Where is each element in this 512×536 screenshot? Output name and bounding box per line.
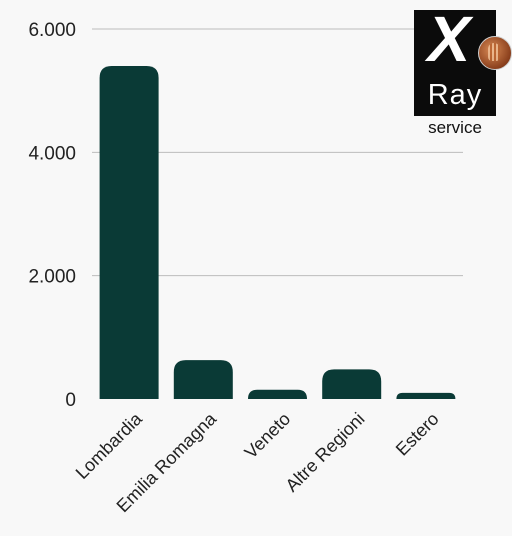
hand-icon: [478, 36, 512, 70]
xray-service-logo: X Ray: [414, 4, 496, 116]
y-tick-label: 2.000: [28, 267, 76, 288]
x-category-label: Altre Regioni: [282, 409, 369, 496]
x-category-label: Estero: [392, 409, 443, 460]
bar-emilia-romagna: [173, 360, 233, 399]
bar-estero: [396, 392, 456, 399]
logo-x-mark: X: [427, 3, 471, 75]
logo-service-word: service: [428, 118, 482, 137]
bar-lombardia: [99, 66, 159, 399]
x-category-label: Veneto: [241, 409, 295, 463]
logo-ray-word: Ray: [427, 79, 483, 111]
bar-altre-regioni: [322, 369, 382, 399]
y-axis-tick-labels: 0 2.000 4.000 6.000: [28, 20, 76, 411]
y-tick-label: 4.000: [28, 143, 76, 164]
y-tick-label: 6.000: [28, 20, 76, 41]
x-category-label: Lombardia: [72, 408, 147, 483]
y-tick-label: 0: [65, 390, 76, 411]
bar-veneto: [248, 389, 307, 399]
bars: [99, 66, 456, 399]
